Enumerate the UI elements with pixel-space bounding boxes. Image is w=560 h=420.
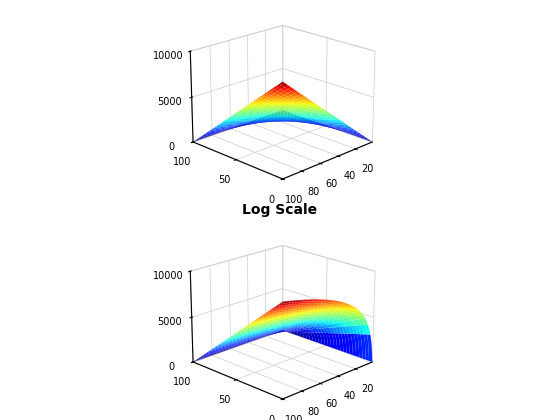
Title: Log Scale: Log Scale <box>242 203 318 218</box>
